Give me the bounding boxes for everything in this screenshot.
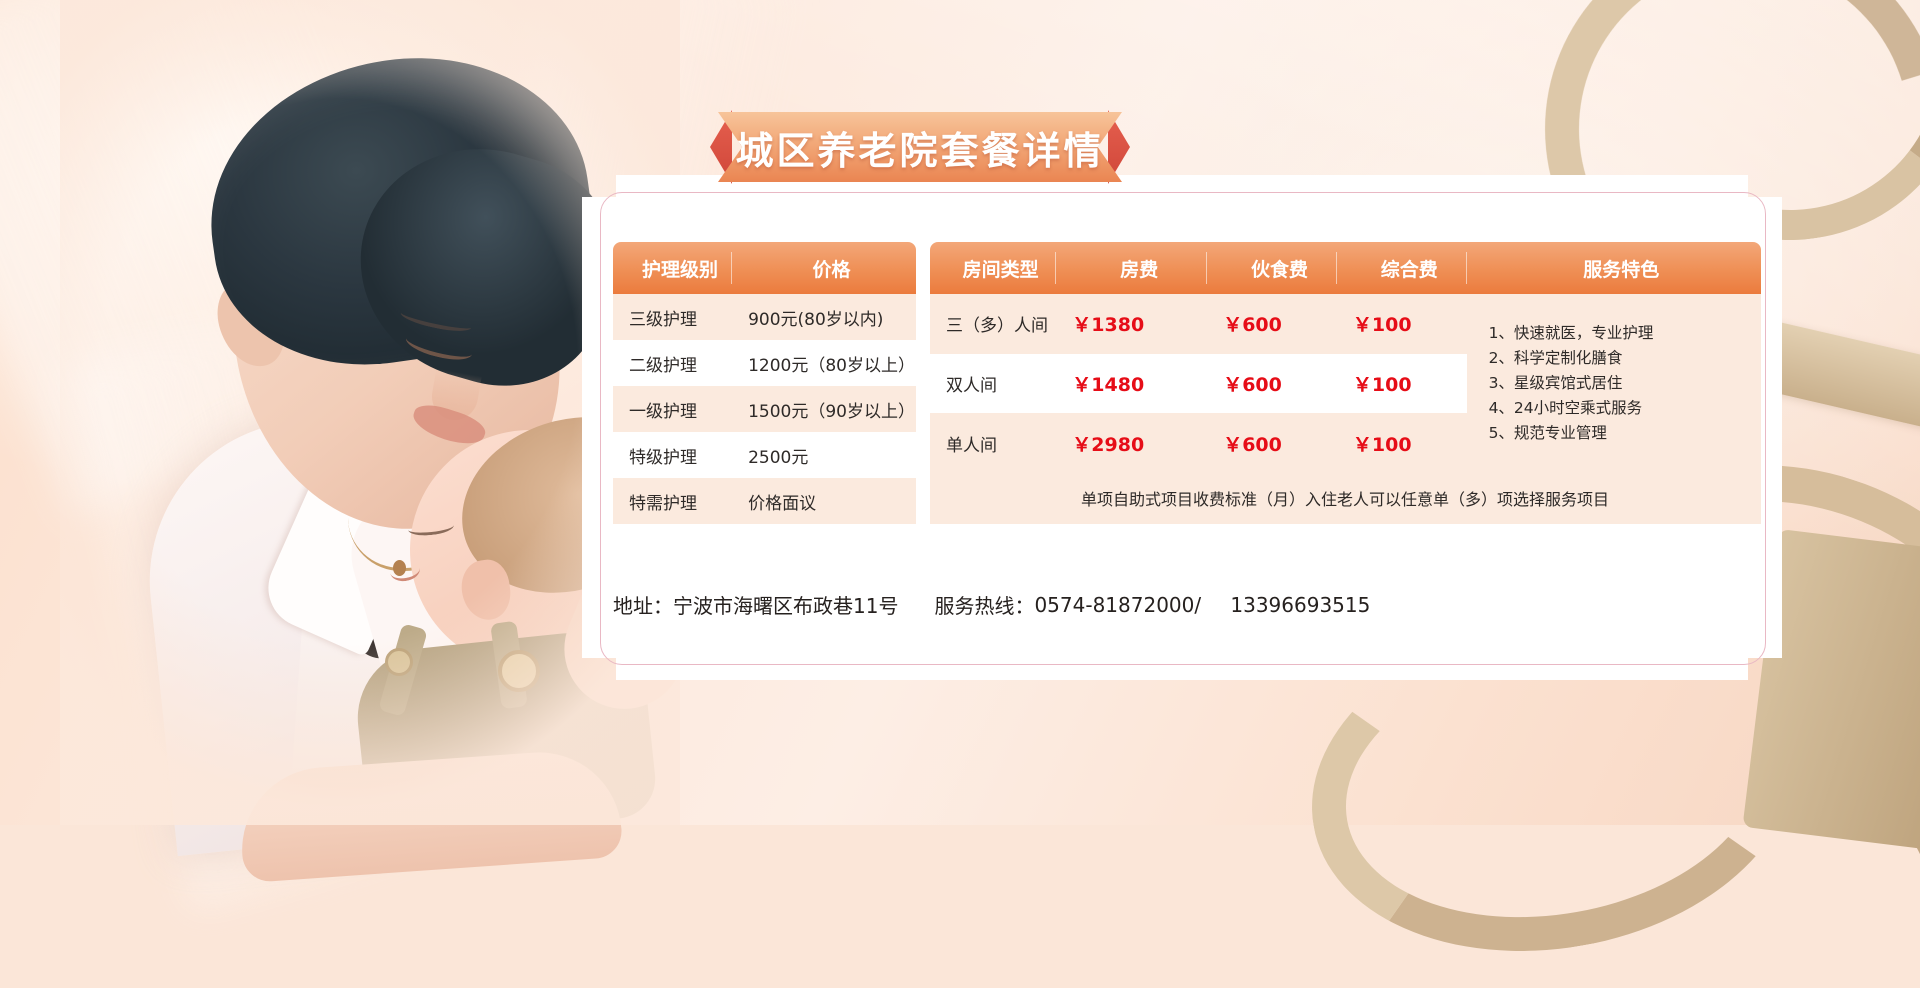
list-item: 1、快速就医，专业护理 bbox=[1488, 323, 1654, 342]
hotline-phone-primary[interactable]: 0574-81872000 bbox=[1034, 592, 1195, 617]
inner-shirt bbox=[348, 535, 448, 665]
coat-collar-right bbox=[337, 483, 493, 687]
care-level-name: 一级护理 bbox=[613, 386, 733, 432]
care-level-price: 1200元（80岁以上） bbox=[732, 340, 916, 386]
woman-face bbox=[206, 117, 584, 553]
page-title: 城区养老院套餐详情 bbox=[735, 128, 1105, 173]
room-fee: ￥1380 bbox=[1056, 294, 1208, 354]
baby-mouth bbox=[388, 557, 422, 584]
self-service-note: 单项自助式项目收费标准（月）入住老人可以任意单（多）项选择服务项目 bbox=[930, 472, 1761, 524]
baby-ear bbox=[458, 556, 514, 624]
list-item: 5、规范专业管理 bbox=[1488, 423, 1607, 442]
footer-separator: / bbox=[1194, 592, 1202, 617]
list-item: 4、24小时空乘式服务 bbox=[1488, 398, 1643, 417]
room-type: 双人间 bbox=[930, 353, 1057, 414]
meal-fee: ￥600 bbox=[1207, 413, 1337, 473]
care-level-name: 三级护理 bbox=[613, 294, 733, 340]
list-item: 3、星级宾馆式居住 bbox=[1488, 373, 1623, 392]
necklace-pendant bbox=[393, 560, 406, 576]
care-level-table-header-row: 护理级别 价格 bbox=[613, 242, 916, 294]
room-fee: ￥2980 bbox=[1056, 413, 1208, 473]
baby-overall-button-left bbox=[385, 648, 413, 676]
woman-hair bbox=[190, 35, 610, 385]
table-row: 三级护理 900元(80岁以内) bbox=[613, 294, 916, 340]
care-level-name: 特需护理 bbox=[613, 478, 733, 524]
baby-overall-button-right bbox=[498, 650, 540, 692]
care-level-price: 价格面议 bbox=[732, 478, 916, 524]
room-table-header-row: 房间类型 房费 伙食费 综合费 服务特色 bbox=[930, 242, 1761, 294]
hotline-label: 服务热线： bbox=[934, 594, 1035, 618]
care-level-price: 1500元（90岁以上） bbox=[732, 386, 916, 432]
necklace bbox=[348, 518, 458, 571]
woman-closed-eye bbox=[403, 327, 475, 365]
table-row: 特级护理 2500元 bbox=[613, 432, 916, 478]
baby-overall-strap-left bbox=[378, 623, 428, 717]
room-header-room-fee: 房费 bbox=[1056, 242, 1208, 294]
room-header-service-fee: 综合费 bbox=[1336, 242, 1467, 294]
table-row: 一级护理 1500元（90岁以上） bbox=[613, 386, 916, 432]
banner-title-ribbon: 城区养老院套餐详情 bbox=[710, 110, 1130, 184]
list-item: 2、科学定制化膳食 bbox=[1488, 348, 1623, 367]
care-level-price: 2500元 bbox=[732, 432, 916, 478]
table-row: 双人间 ￥1480 ￥600 ￥100 bbox=[930, 353, 1761, 414]
table-row: 单人间 ￥2980 ￥600 ￥100 bbox=[930, 413, 1761, 473]
woman-nose bbox=[428, 368, 482, 424]
room-type-table: 房间类型 房费 伙食费 综合费 服务特色 三（多）人间 ￥1380 ￥600 ￥… bbox=[930, 242, 1761, 524]
woman-eyebrow bbox=[399, 304, 473, 336]
elderly-woman-kissing-baby-photo bbox=[60, 0, 714, 884]
service-fee: ￥100 bbox=[1336, 294, 1467, 354]
white-coat bbox=[133, 403, 507, 857]
woman-lips bbox=[409, 399, 489, 451]
meal-fee: ￥600 bbox=[1207, 294, 1337, 354]
table-row: 特需护理 价格面议 bbox=[613, 478, 916, 524]
service-fee: ￥100 bbox=[1336, 413, 1467, 473]
address-label: 地址： bbox=[613, 594, 673, 618]
table-row: 三（多）人间 ￥1380 ￥600 ￥100 1、快速就医，专业护理 2、科学定… bbox=[930, 294, 1761, 473]
room-fee: ￥1480 bbox=[1056, 353, 1208, 414]
room-header-type: 房间类型 bbox=[930, 242, 1057, 294]
contact-footer: 地址： 宁波市海曙区布政巷11号 服务热线： 0574-81872000 / 1… bbox=[613, 590, 1370, 619]
service-features-cell: 1、快速就医，专业护理 2、科学定制化膳食 3、星级宾馆式居住 4、24小时空乘… bbox=[1466, 294, 1761, 473]
care-level-header-level: 护理级别 bbox=[613, 242, 733, 294]
pricing-tables: 护理级别 价格 三级护理 900元(80岁以内) 二级护理 1200元（80岁以… bbox=[613, 242, 1761, 524]
woman-ear bbox=[207, 272, 295, 376]
room-header-features: 服务特色 bbox=[1466, 242, 1761, 294]
room-type: 三（多）人间 bbox=[930, 294, 1057, 354]
coat-collar-left bbox=[255, 452, 435, 658]
care-level-table: 护理级别 价格 三级护理 900元(80岁以内) 二级护理 1200元（80岁以… bbox=[613, 242, 916, 524]
care-level-name: 二级护理 bbox=[613, 340, 733, 386]
service-fee: ￥100 bbox=[1336, 353, 1467, 414]
hotline-phone-secondary[interactable]: 13396693515 bbox=[1230, 592, 1371, 617]
banner-body: 城区养老院套餐详情 bbox=[718, 112, 1122, 182]
table-row: 二级护理 1200元（80岁以上） bbox=[613, 340, 916, 386]
table-note-row: 单项自助式项目收费标准（月）入住老人可以任意单（多）项选择服务项目 bbox=[930, 472, 1761, 524]
baby-overalls bbox=[350, 625, 660, 845]
meal-fee: ￥600 bbox=[1207, 353, 1337, 414]
room-type: 单人间 bbox=[930, 413, 1057, 473]
care-level-price: 900元(80岁以内) bbox=[732, 294, 916, 340]
baby-overall-strap-right bbox=[490, 620, 528, 710]
baby-closed-eye bbox=[407, 517, 455, 538]
address-value: 宁波市海曙区布政巷11号 bbox=[673, 594, 899, 618]
care-level-name: 特级护理 bbox=[613, 432, 733, 478]
woman-hands bbox=[236, 746, 624, 884]
care-level-header-price: 价格 bbox=[732, 242, 916, 294]
white-coat-side bbox=[287, 462, 533, 858]
room-header-meal-fee: 伙食费 bbox=[1207, 242, 1337, 294]
